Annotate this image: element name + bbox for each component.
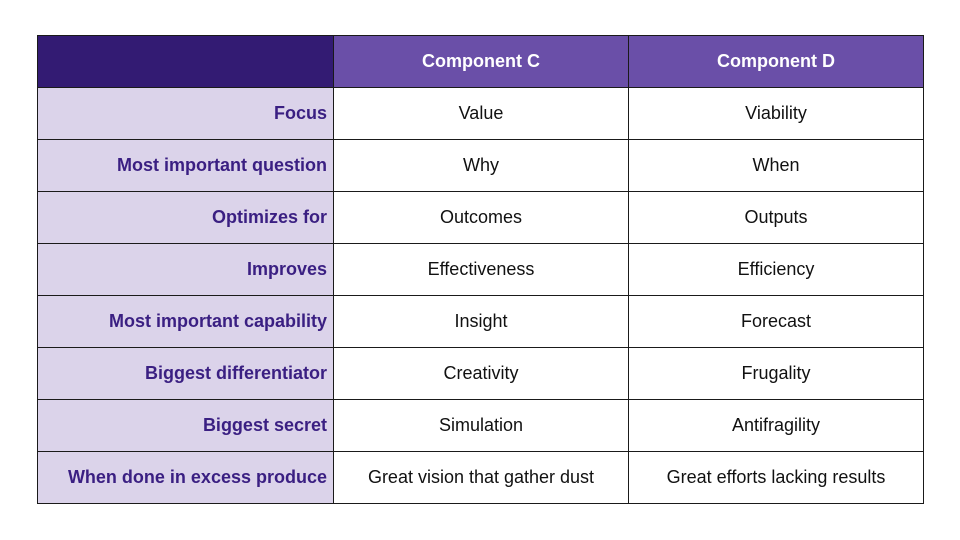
cell-component-d: Efficiency [628,243,924,296]
row-label: Biggest differentiator [37,347,334,400]
row-label: Most important question [37,139,334,192]
table-row: When done in excess produce Great vision… [37,451,924,504]
cell-component-c: Outcomes [333,191,629,244]
cell-component-c: Great vision that gather dust [333,451,629,504]
cell-component-c: Creativity [333,347,629,400]
table-row: Focus Value Viability [37,87,924,140]
header-component-c: Component C [333,35,629,88]
row-label: Focus [37,87,334,140]
header-component-d: Component D [628,35,924,88]
table-row: Optimizes for Outcomes Outputs [37,191,924,244]
header-row: Component C Component D [37,35,924,88]
row-label: Optimizes for [37,191,334,244]
cell-component-d: Great efforts lacking results [628,451,924,504]
cell-component-d: When [628,139,924,192]
cell-component-d: Frugality [628,347,924,400]
table-row: Biggest differentiator Creativity Frugal… [37,347,924,400]
cell-component-c: Effectiveness [333,243,629,296]
cell-component-c: Insight [333,295,629,348]
cell-component-d: Outputs [628,191,924,244]
row-label: When done in excess produce [37,451,334,504]
table-row: Improves Effectiveness Efficiency [37,243,924,296]
cell-component-c: Simulation [333,399,629,452]
row-label: Most important capability [37,295,334,348]
cell-component-d: Forecast [628,295,924,348]
cell-component-c: Value [333,87,629,140]
header-corner-cell [37,35,334,88]
table-row: Biggest secret Simulation Antifragility [37,399,924,452]
cell-component-d: Antifragility [628,399,924,452]
comparison-table: Component C Component D Focus Value Viab… [37,35,924,504]
row-label: Biggest secret [37,399,334,452]
row-label: Improves [37,243,334,296]
table-row: Most important capability Insight Foreca… [37,295,924,348]
table-row: Most important question Why When [37,139,924,192]
cell-component-c: Why [333,139,629,192]
comparison-table-container: Component C Component D Focus Value Viab… [37,35,924,504]
cell-component-d: Viability [628,87,924,140]
